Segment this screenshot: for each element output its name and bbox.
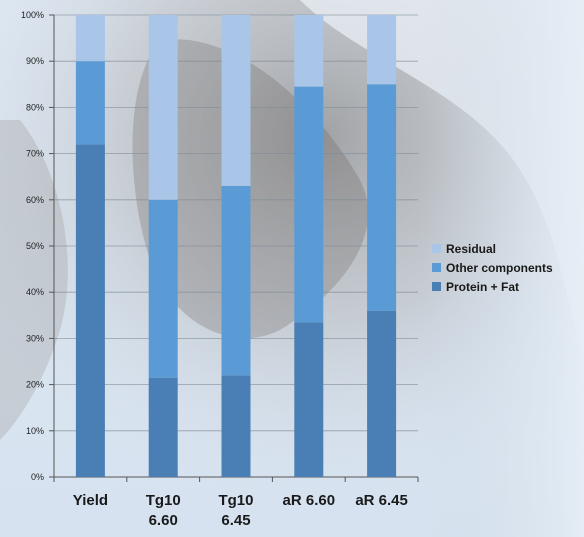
bar-segment [294, 15, 324, 87]
bar-segment [367, 310, 397, 477]
legend-label: Protein + Fat [446, 280, 519, 294]
bar-segment [75, 144, 105, 478]
bar-segment [367, 15, 397, 85]
bar-segment [148, 377, 178, 477]
bar-segment [294, 322, 324, 477]
legend-swatch [432, 244, 441, 253]
bar-segment [367, 84, 397, 311]
bar-segment [148, 15, 178, 200]
y-tick-label: 0% [31, 472, 44, 482]
x-category-label: 6.60 [149, 512, 178, 529]
y-tick-label: 40% [26, 287, 44, 297]
bar-segment [221, 15, 251, 186]
bar-segment [148, 199, 178, 378]
y-tick-label: 20% [26, 380, 44, 390]
axes [49, 14, 419, 482]
bar-segment [75, 15, 105, 62]
x-category-label: Tg10 [218, 492, 253, 509]
x-category-label: 6.45 [221, 512, 250, 529]
y-axis-tick-labels: 0% 10% 20% 30% 40% 50% 60% 70% 80% 90% 100% [21, 10, 44, 482]
bar-segment [294, 86, 324, 323]
y-tick-label: 50% [26, 241, 44, 251]
bar-segment [221, 375, 251, 477]
y-tick-label: 90% [26, 56, 44, 66]
x-axis-category-labels: Yield Tg10 6.60 Tg10 6.45 aR 6.60 aR 6.45 [73, 492, 408, 529]
legend-label: Other components [446, 261, 553, 275]
bar-segment [75, 61, 105, 145]
x-category-label: aR 6.45 [355, 492, 408, 509]
x-category-label: Yield [73, 492, 108, 509]
y-tick-label: 80% [26, 102, 44, 112]
legend-swatch [432, 282, 441, 291]
y-tick-label: 70% [26, 149, 44, 159]
legend-label: Residual [446, 242, 496, 256]
y-tick-label: 60% [26, 195, 44, 205]
bars [75, 15, 397, 478]
y-tick-label: 30% [26, 333, 44, 343]
y-tick-label: 10% [26, 426, 44, 436]
bar-segment [221, 185, 251, 376]
x-category-label: Tg10 [146, 492, 181, 509]
legend: Residual Other components Protein + Fat [432, 242, 553, 294]
legend-swatch [432, 263, 441, 272]
y-tick-label: 100% [21, 10, 44, 20]
x-category-label: aR 6.60 [283, 492, 336, 509]
